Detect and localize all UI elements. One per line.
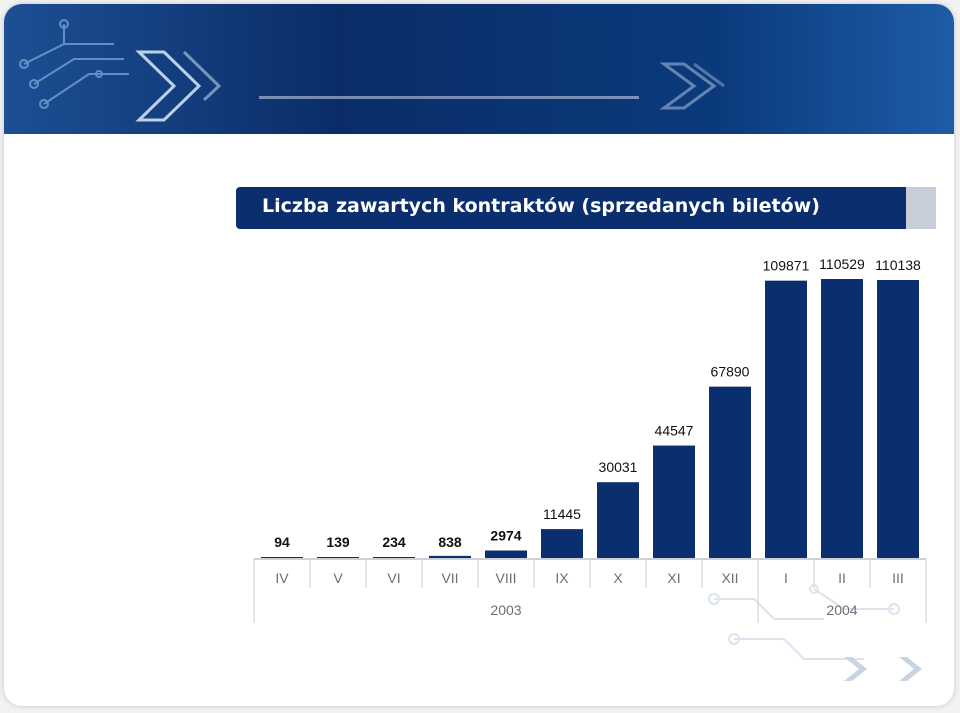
bar [541, 529, 583, 558]
x-tick-label: XII [721, 570, 738, 586]
circuit-footer-icon [708, 584, 922, 681]
x-tick-label: X [613, 570, 623, 586]
data-label: 110529 [819, 256, 865, 272]
data-label: 2974 [490, 527, 521, 543]
data-label: 110138 [875, 257, 921, 273]
bar [429, 555, 471, 558]
bar [653, 445, 695, 558]
circuit-decoration-icon [4, 4, 954, 134]
header-banner [4, 4, 954, 134]
bar [765, 280, 807, 558]
year-group-label: 2003 [490, 602, 521, 618]
data-label: 234 [382, 534, 406, 550]
x-tick-label: XI [667, 570, 680, 586]
data-label: 30031 [599, 459, 638, 475]
x-tick-label: V [333, 570, 343, 586]
data-label: 838 [438, 534, 462, 550]
data-label: 109871 [763, 258, 810, 274]
year-group-label: 2004 [826, 602, 857, 618]
data-label: 67890 [711, 364, 750, 380]
bar [877, 279, 919, 558]
bar [597, 482, 639, 558]
data-label: 94 [274, 534, 290, 550]
bar [317, 557, 359, 558]
bar [373, 557, 415, 558]
data-label: 44547 [655, 423, 694, 439]
x-tick-label: IV [275, 570, 289, 586]
x-tick-label: VII [441, 570, 458, 586]
bar [709, 386, 751, 558]
x-tick-label: VI [387, 570, 400, 586]
x-tick-label: IX [555, 570, 569, 586]
x-tick-label: III [892, 570, 904, 586]
data-label: 139 [326, 534, 350, 550]
x-tick-label: I [784, 570, 788, 586]
bar [485, 550, 527, 558]
x-tick-label: II [838, 570, 846, 586]
data-label: 11445 [543, 506, 581, 522]
x-tick-label: VIII [495, 570, 516, 586]
bar [821, 279, 863, 558]
bar [261, 557, 303, 558]
title-bar [236, 187, 936, 229]
title-bar-accent [906, 187, 936, 229]
slide-title: Liczba zawartych kontraktów (sprzedanych… [262, 195, 820, 217]
